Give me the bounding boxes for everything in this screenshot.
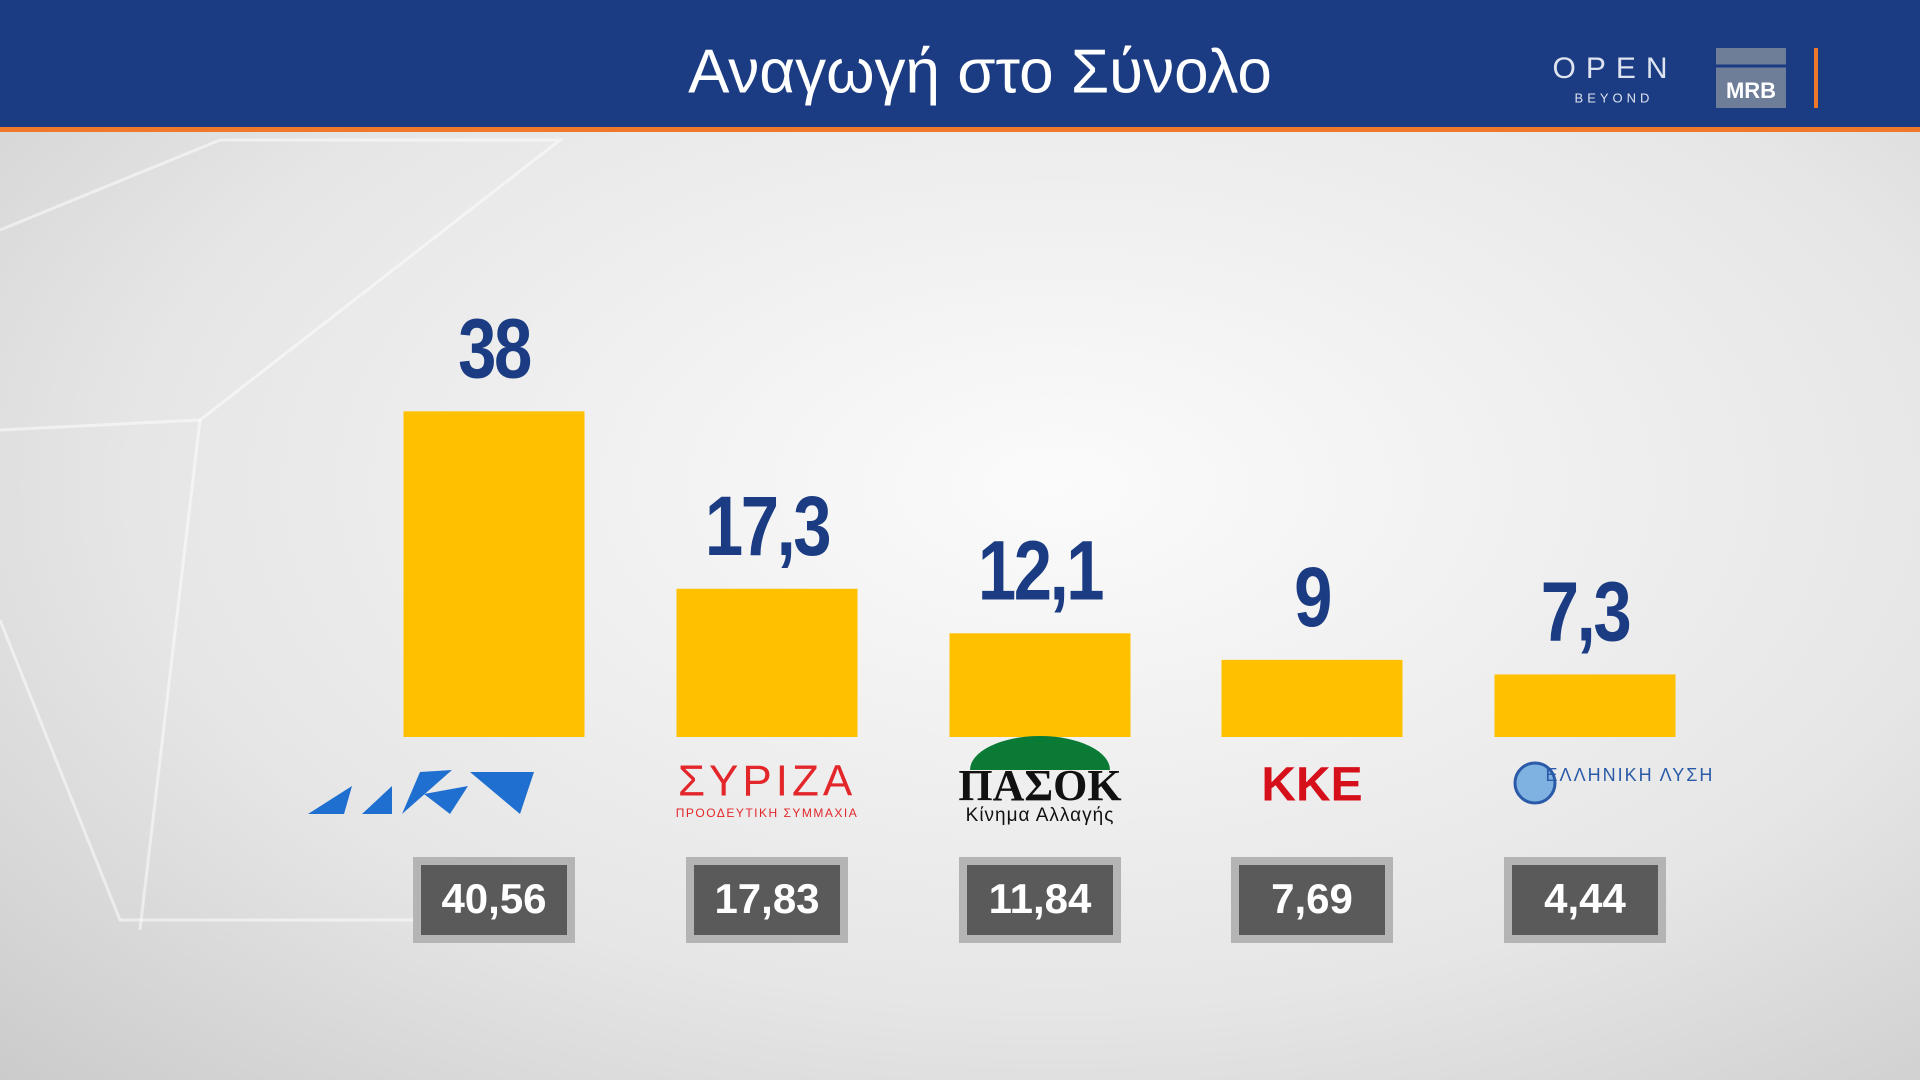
- value-label: 12,1: [978, 524, 1103, 618]
- category-label: ΕΛΛΗΝΙΚΗ ΛΥΣΗ: [1546, 765, 1715, 785]
- header-stripe: [0, 127, 1920, 132]
- bar: [949, 633, 1131, 737]
- bar: [676, 588, 858, 737]
- comparison-label: 17,83: [714, 875, 819, 922]
- category-sublabel: Κίνημα Αλλαγής: [966, 805, 1115, 826]
- category-label: ΚΚΕ: [1261, 759, 1362, 812]
- brand-tagline: BEYOND: [1575, 90, 1654, 105]
- bar: [1221, 659, 1403, 737]
- pollster-logo: MRB: [1726, 78, 1776, 103]
- category-sublabel: ΠΡΟΟΔΕΥΤΙΚΗ ΣΥΜΜΑΧΙΑ: [676, 806, 859, 820]
- comparison-box: [959, 857, 1121, 943]
- comparison-label: 11,84: [989, 875, 1092, 922]
- comparison-box: [1504, 857, 1666, 943]
- header-bar: [0, 0, 1920, 127]
- party-icon: [1513, 761, 1557, 805]
- header-divider: [1814, 48, 1818, 108]
- category-label: ΣΥΡΙΖΑ: [678, 757, 856, 806]
- value-label: 7,3: [1541, 565, 1629, 659]
- category-label: ΠΑΣΟΚ: [958, 761, 1121, 810]
- comparison-box: [1231, 857, 1393, 943]
- comparison-box: [413, 857, 575, 943]
- pollster-logo-box: [1716, 48, 1786, 108]
- chart-title: Αναγωγή στο Σύνολο: [688, 37, 1272, 106]
- value-label: 17,3: [705, 479, 829, 573]
- comparison-label: 40,56: [441, 875, 546, 922]
- pasok-sun: [970, 736, 1110, 770]
- comparison-label: 7,69: [1271, 875, 1353, 922]
- comparison-label: 4,44: [1544, 875, 1626, 922]
- comparison-box: [686, 857, 848, 943]
- value-label: 38: [458, 302, 531, 396]
- brand-logo: OPEN: [1552, 52, 1677, 85]
- bar: [1494, 674, 1676, 737]
- value-label: 9: [1294, 551, 1330, 645]
- nd-logo: [308, 770, 534, 814]
- bar: [403, 411, 585, 737]
- background-lines: [0, 138, 565, 931]
